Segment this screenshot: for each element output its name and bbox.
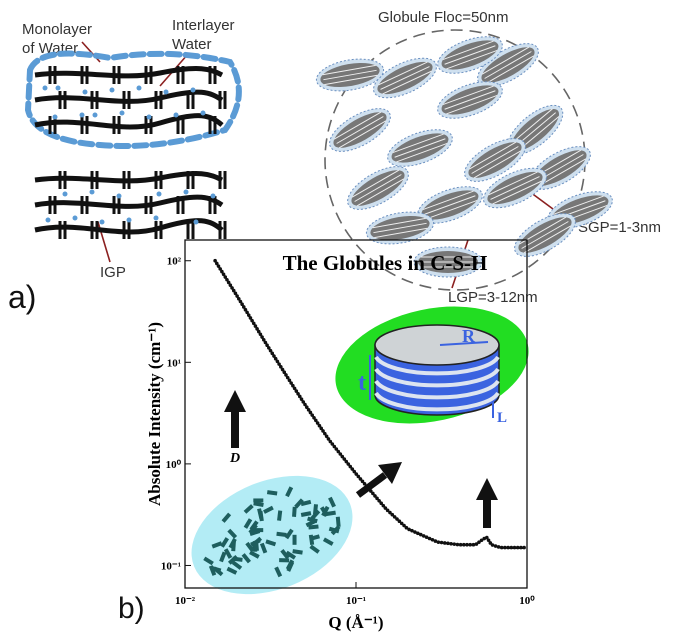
water-dot (201, 111, 206, 116)
globule-block (279, 558, 289, 562)
water-dot (53, 115, 58, 120)
globule-particle (323, 100, 397, 160)
y-tick-label: 10⁰ (166, 459, 182, 471)
water-dot (211, 194, 216, 199)
water-dot (83, 90, 88, 95)
water-dot (127, 218, 132, 223)
chart-title: The Globules in C-S-H (283, 251, 488, 275)
water-dot (110, 88, 115, 93)
water-dot (147, 115, 152, 120)
water-dot (43, 86, 48, 91)
water-dot (137, 86, 142, 91)
x-tick-label: 10⁰ (519, 595, 535, 607)
water-dot (93, 113, 98, 118)
globule-particle (341, 158, 415, 218)
water-dot (73, 216, 78, 221)
water-dot (191, 88, 196, 93)
interlayer-label: Water (172, 36, 211, 53)
monolayer-label: Monolayer (22, 21, 92, 38)
layer-sketch (28, 54, 239, 239)
inset-label: D (229, 451, 240, 466)
water-dot (63, 192, 68, 197)
y-axis-label: Absolute Intensity (cm⁻¹) (145, 322, 164, 506)
water-dot (184, 190, 189, 195)
water-dot (154, 216, 159, 221)
globule-block (292, 507, 297, 517)
clay-layer (35, 69, 222, 76)
water-dot (164, 90, 169, 95)
water-dot (194, 220, 199, 225)
interlayer-label: Interlayer (172, 17, 235, 34)
water-dot (120, 111, 125, 116)
insets: D t R L (174, 290, 540, 617)
igp-label: IGP (100, 264, 126, 281)
x-tick-label: 10⁻¹ (346, 595, 366, 607)
figure: Monolayer of Water Interlayer Water IGP … (0, 0, 688, 636)
panel-label: a) (8, 279, 36, 315)
water-dot (100, 220, 105, 225)
inset-ellipse (174, 453, 370, 616)
y-tick-label: 10⁻¹ (161, 560, 181, 572)
globule-block (293, 535, 297, 545)
globule-particle (383, 122, 457, 173)
panel-label: b) (118, 592, 145, 625)
y-tick-label: 10² (167, 256, 182, 268)
clay-layer (35, 197, 222, 206)
x-axis-label: Q (Å⁻¹) (328, 613, 383, 632)
water-dot (157, 192, 162, 197)
x-tick-label: 10⁻² (175, 595, 196, 607)
water-dot (174, 113, 179, 118)
globule-block (231, 541, 236, 551)
water-dot (80, 113, 85, 118)
water-dot (117, 194, 122, 199)
y-tick-label: 10¹ (167, 357, 181, 369)
water-dot (46, 218, 51, 223)
water-dot (90, 190, 95, 195)
inset-label: R (462, 326, 476, 346)
floc-label: Globule Floc=50nm (378, 9, 509, 26)
water-dot (56, 86, 61, 91)
clay-layer (35, 116, 222, 127)
cylinder-top (375, 325, 499, 365)
globule-block (253, 498, 263, 502)
lgp-label: LGP=3-12nm (448, 289, 538, 306)
inset-label: L (497, 410, 507, 426)
inset-label: t (358, 370, 366, 396)
